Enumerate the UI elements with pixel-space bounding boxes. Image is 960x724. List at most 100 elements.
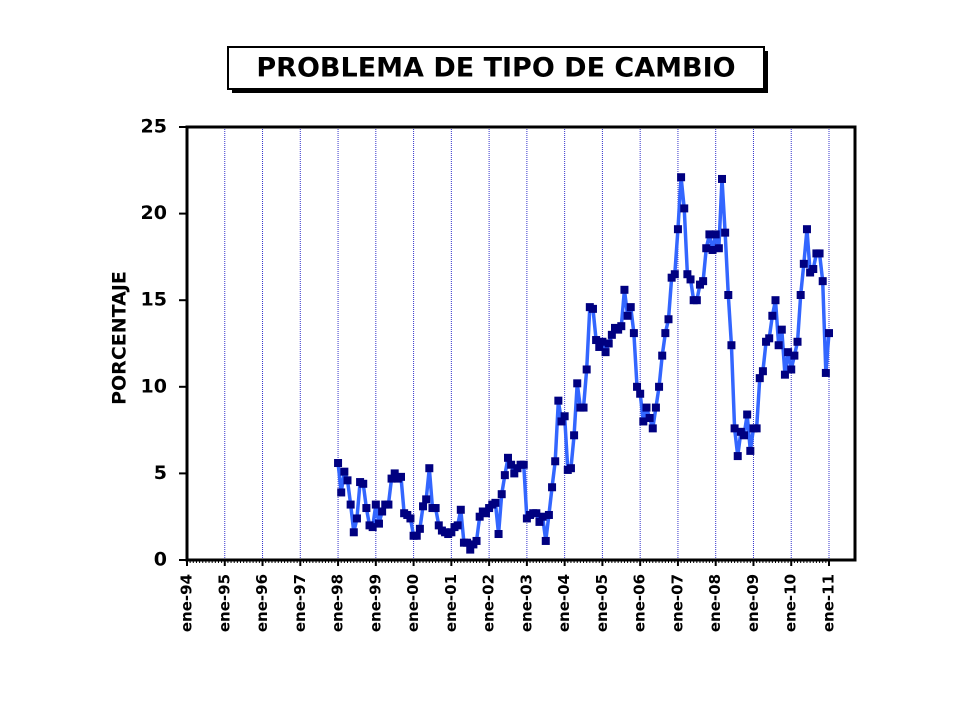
data-point [721,228,730,237]
data-point [582,365,591,374]
data-point [500,471,509,480]
data-point [573,379,582,388]
data-point [746,446,755,455]
data-point [787,365,796,374]
data-point [475,512,484,521]
data-point [658,351,667,360]
data-point [661,329,670,338]
data-point [755,374,764,383]
data-point [664,315,673,324]
data-point [579,403,588,412]
data-point [519,460,528,469]
data-point [740,431,749,440]
x-tick-label: ene-94 [178,574,196,632]
data-point [692,296,701,305]
x-tick-label: ene-97 [291,574,309,632]
data-point [708,245,717,254]
data-point [633,382,642,391]
data-point [374,519,383,528]
data-point [419,502,428,511]
plot-frame [185,125,857,562]
data-point [434,521,443,530]
data-point [626,303,635,312]
data-point [472,536,481,545]
data-point [456,505,465,514]
data-point [648,424,657,433]
data-point [711,230,720,239]
data-point [636,389,645,398]
data-point [777,325,786,334]
data-point [359,479,368,488]
data-point [642,403,651,412]
data-point [774,341,783,350]
data-point [645,413,654,422]
data-point [796,291,805,300]
data-point [384,500,393,509]
data-point [623,311,632,320]
x-tick-label: ene-99 [366,574,384,632]
data-point [825,329,833,338]
data-line [336,175,831,552]
data-point [570,431,579,440]
data-point [387,474,396,483]
data-point [617,322,626,331]
data-point [453,521,462,530]
x-tick-label: ene-96 [253,574,271,632]
data-point [699,277,708,286]
data-point [554,396,563,405]
data-point [548,483,557,492]
y-tick-label: 10 [141,375,167,397]
data-point [765,334,774,343]
data-point [371,500,380,509]
data-point [425,464,434,473]
data-point [349,528,358,537]
data-point [683,270,692,279]
x-tick-label: ene-10 [782,574,800,632]
data-point [752,424,761,433]
x-tick-label: ene-04 [555,574,573,632]
data-point [541,536,550,545]
y-tick-label: 15 [141,289,167,311]
data-point [362,504,371,513]
data-point [639,417,648,426]
data-point [670,270,679,279]
y-tick-label: 5 [154,462,167,484]
data-point [551,457,560,466]
data-point [733,452,742,461]
data-point [784,348,793,357]
data-point [815,249,824,258]
x-tick-label: ene-02 [480,574,498,632]
data-point [601,348,610,357]
data-point [397,472,405,481]
data-point [730,424,739,433]
data-point [793,337,802,346]
data-point [718,174,726,183]
x-tick-label: ene-01 [442,574,460,632]
data-point [510,469,519,478]
y-axis-label: PORCENTAJE [109,271,131,405]
title-box [227,46,765,90]
data-point [686,275,695,284]
data-point [494,530,503,539]
data-point [507,460,516,469]
y-tick-label: 0 [154,549,167,571]
data-point [431,504,440,513]
data-point [592,336,601,345]
data-point [607,330,616,339]
data-point [821,368,830,377]
x-tick-label: ene-05 [593,574,611,632]
data-point [768,311,777,320]
data-point [422,495,431,504]
data-point [680,204,689,213]
data-point [566,464,575,473]
data-point [595,342,604,351]
x-tick-label: ene-07 [668,574,686,632]
data-point [368,523,377,532]
data-point [771,296,780,305]
x-tick-label: ene-95 [215,574,233,632]
data-point [415,524,424,533]
x-tick-label: ene-00 [404,574,422,632]
data-point [447,528,456,537]
